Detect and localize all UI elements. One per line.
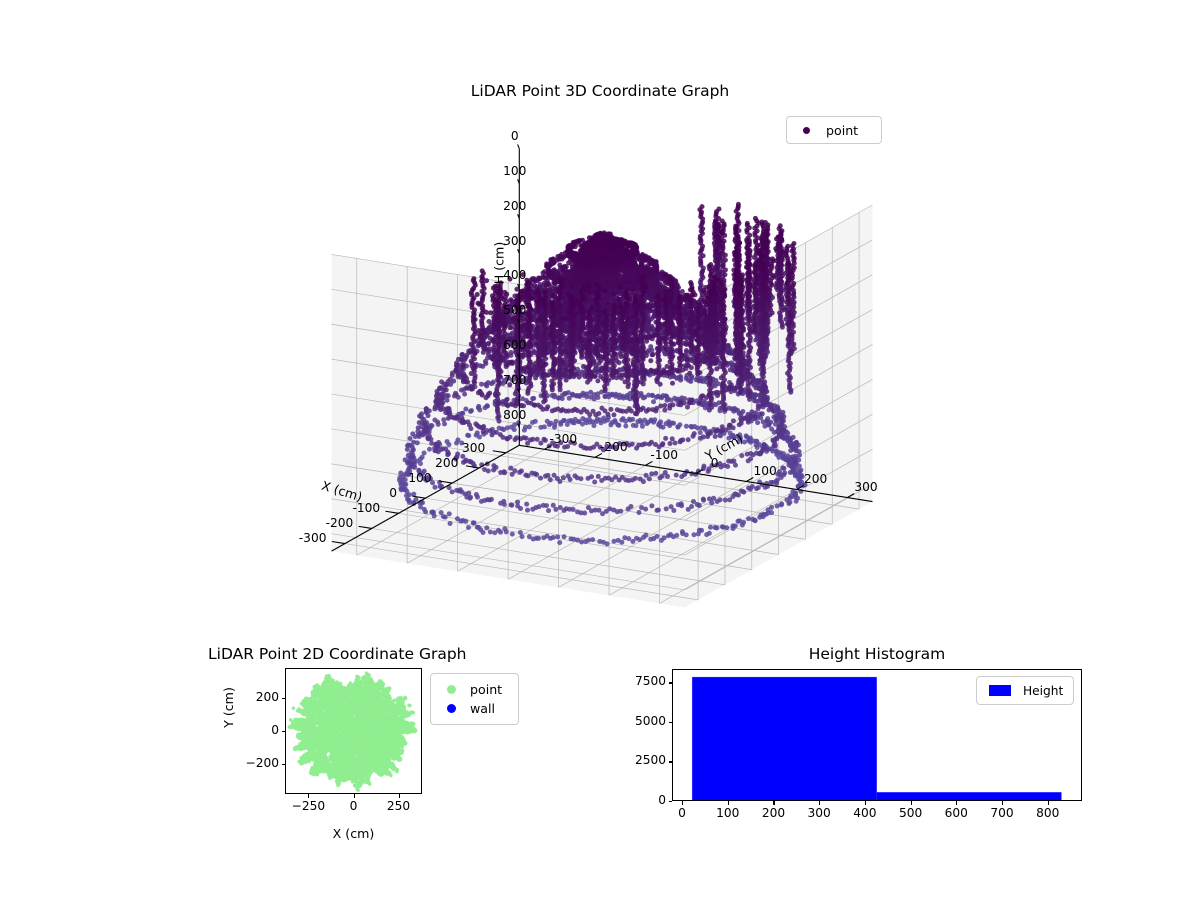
histogram-xtick-mark: [1047, 801, 1049, 805]
plot2d-xtick-mark: [308, 794, 310, 798]
plot3d-xtick--300: -300: [298, 531, 327, 546]
plot3d-canvas: [330, 110, 890, 650]
plot2d-xtick-250: 250: [386, 799, 411, 813]
plot2d-xtick-0: 0: [349, 799, 358, 813]
legend-label-wall: wall: [470, 701, 496, 716]
plot3d-ztick-100: 100: [503, 163, 527, 178]
legend-item-height[interactable]: Height: [984, 682, 1063, 699]
plot3d-ztick-500: 500: [503, 303, 527, 318]
plot3d-ytick-200: 200: [803, 471, 828, 486]
plot2d-title: LiDAR Point 2D Coordinate Graph: [208, 645, 467, 663]
plot3d-ytick-0: 0: [710, 455, 719, 470]
point-marker-icon: [803, 126, 810, 134]
plot3d-axes: [330, 110, 890, 650]
plot2d-xtick-mark: [398, 794, 400, 798]
plot3d-xtick-200: 200: [435, 455, 459, 470]
histogram-ytick-2500: 2500: [634, 753, 666, 768]
histogram-xtick-mark: [864, 801, 867, 805]
plot3d-ytick-100: 100: [753, 463, 777, 478]
histogram-ytick-0: 0: [658, 793, 666, 807]
plot2d-axes: [285, 668, 422, 794]
histogram-ytick-5000: 5000: [634, 713, 666, 728]
histogram-xtick-mark: [956, 801, 958, 805]
histogram-xtick-100: 100: [716, 806, 740, 820]
histogram-xtick-400: 400: [853, 806, 877, 820]
histogram-xtick-500: 500: [898, 806, 923, 820]
histogram-ytick-mark: [668, 721, 672, 724]
plot3d-ytick--300: -300: [549, 431, 578, 446]
plot3d-ztick-200: 200: [503, 198, 527, 213]
plot2d-ytick--200: −200: [245, 756, 279, 771]
plot2d-legend: point wall: [430, 673, 519, 725]
histogram-xtick-200: 200: [761, 806, 786, 820]
plot3d-title: LiDAR Point 3D Coordinate Graph: [470, 82, 730, 100]
histogram-xtick-0: 0: [678, 806, 686, 820]
plot3d-ytick-300: 300: [854, 479, 878, 494]
histogram-xtick-mark: [682, 801, 684, 805]
histogram-xtick-300: 300: [807, 806, 831, 820]
plot3d-xtick-0: 0: [389, 486, 397, 501]
histogram-xtick-mark: [1002, 801, 1004, 805]
plot3d-legend: point: [786, 116, 882, 144]
plot3d-ztick-400: 400: [503, 268, 527, 283]
legend-label-height: Height: [1023, 683, 1064, 698]
histogram-ytick-mark: [668, 761, 672, 763]
plot2d-ytick-mark: [281, 697, 285, 699]
plot2d-ytick-mark: [281, 764, 285, 766]
histogram-title: Height Histogram: [808, 645, 946, 663]
histogram-xtick-mark: [819, 801, 821, 805]
histogram-legend: Height: [976, 676, 1075, 705]
height-swatch-icon: [989, 685, 1011, 696]
plot2d-xtick--250: −250: [291, 799, 326, 813]
histogram-ytick-mark: [668, 682, 672, 684]
plot3d-xtick--100: -100: [352, 501, 381, 516]
plot2d-ytick-0: 0: [271, 723, 279, 737]
plot3d-ytick--200: -200: [599, 439, 628, 454]
histogram-xtick-600: 600: [944, 806, 968, 820]
histogram-xtick-mark: [773, 801, 775, 805]
plot2d-xtick-mark: [353, 794, 355, 798]
legend-item-point[interactable]: point: [439, 680, 506, 699]
plot2d-xlabel: X (cm): [332, 826, 375, 841]
legend-item-wall[interactable]: wall: [439, 699, 506, 718]
plot3d-zlabel: H (cm): [491, 241, 507, 285]
plot2d-ytick-mark: [281, 731, 285, 732]
plot3d-ztick-700: 700: [503, 373, 527, 388]
histogram-ytick-mark: [668, 801, 672, 803]
wall-marker-icon: [447, 704, 456, 713]
plot2d-canvas: [286, 669, 421, 793]
plot3d-ztick-0: 0: [510, 128, 519, 143]
histogram-xtick-800: 800: [1036, 806, 1060, 820]
histogram-xtick-mark: [727, 801, 729, 805]
legend-label-point: point: [470, 682, 503, 697]
plot3d-xtick--200: -200: [325, 516, 354, 531]
histogram-ytick-7500: 7500: [634, 674, 666, 689]
plot3d-ztick-800: 800: [503, 408, 527, 423]
plot3d-ytick--100: -100: [650, 447, 679, 462]
legend-item-point[interactable]: point: [796, 122, 870, 138]
plot2d-ytick-200: 200: [255, 689, 279, 704]
plot3d-ztick-600: 600: [503, 338, 527, 353]
plot3d-xtick-100: 100: [408, 470, 432, 485]
legend-label-point: point: [826, 122, 859, 138]
plot3d-xtick-300: 300: [461, 440, 486, 455]
point-marker-icon: [447, 685, 456, 694]
histogram-xtick-700: 700: [990, 806, 1014, 820]
plot3d-ztick-300: 300: [503, 233, 527, 248]
histogram-xtick-mark: [910, 801, 912, 805]
